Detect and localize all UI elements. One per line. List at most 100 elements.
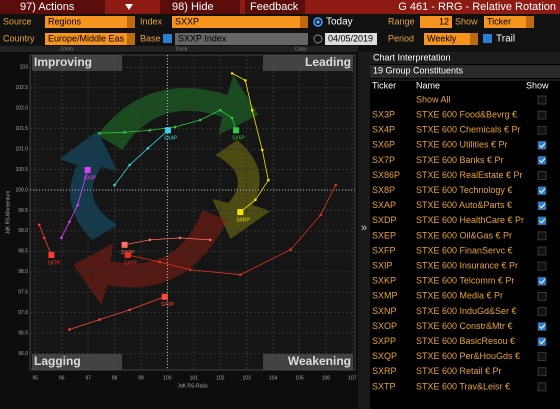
trail-head[interactable]	[233, 127, 240, 134]
show-checkbox[interactable]	[537, 246, 547, 256]
index-dropdown[interactable]	[300, 16, 308, 28]
copy-label[interactable]: Copy	[295, 46, 307, 52]
x-tick-label: 96	[59, 375, 65, 381]
show-checkbox[interactable]	[537, 261, 547, 271]
chart-toolbar	[0, 46, 358, 52]
today-label[interactable]: Today	[326, 17, 353, 28]
show-checkbox[interactable]	[537, 110, 547, 120]
country-field[interactable]	[45, 33, 127, 45]
trail-head[interactable]	[164, 127, 171, 134]
trail-head[interactable]	[161, 293, 168, 300]
trail-point	[230, 116, 234, 120]
today-radio[interactable]	[313, 17, 323, 27]
panel-subtitle: 19 Group Constituents	[373, 65, 464, 75]
show-checkbox[interactable]	[537, 186, 547, 195]
trail-point	[148, 128, 151, 132]
trail-head[interactable]	[237, 209, 244, 216]
show-checkbox[interactable]	[537, 276, 547, 286]
splitter[interactable]	[358, 52, 370, 409]
show-checkbox[interactable]	[537, 352, 547, 362]
range-value[interactable]: 12	[439, 16, 449, 26]
index-label: Index	[140, 16, 163, 26]
index-field[interactable]	[172, 16, 300, 28]
show-checkbox[interactable]	[537, 216, 547, 226]
trail-point	[260, 148, 264, 152]
collapse-arrow[interactable]: »	[361, 222, 367, 234]
point-label: SXDP	[161, 302, 175, 308]
index-value[interactable]: SXXP	[175, 16, 199, 26]
base-value[interactable]: SXXP Index	[178, 33, 227, 43]
trail-point	[250, 108, 254, 112]
date-radio[interactable]	[313, 34, 323, 44]
quadrant-label-bg	[32, 55, 122, 71]
source-value[interactable]: Regions	[48, 16, 82, 26]
actions-label[interactable]: 97) Actions	[20, 1, 75, 13]
row-name: STXE 600 FinanServc €	[416, 245, 513, 255]
show-checkbox[interactable]	[537, 322, 547, 331]
period-dropdown[interactable]	[470, 33, 478, 45]
quadrant-label: Leading	[305, 55, 351, 69]
show-checkbox[interactable]	[537, 367, 547, 377]
trail-head[interactable]	[84, 166, 91, 173]
rotation-arrow	[73, 210, 228, 305]
x-tick-label: 101	[190, 375, 199, 381]
trail-checkbox[interactable]	[483, 34, 492, 43]
range-field[interactable]	[420, 16, 452, 28]
trail-label[interactable]: Trail	[496, 34, 515, 45]
hide-button[interactable]	[160, 0, 240, 14]
trail	[61, 169, 88, 239]
track-label[interactable]: Track	[175, 46, 188, 52]
country-dropdown[interactable]	[127, 33, 135, 45]
base-field[interactable]	[175, 33, 308, 45]
country-label: Country	[3, 33, 35, 43]
date-value[interactable]: 04/05/2019	[328, 33, 373, 43]
trail-point	[244, 79, 247, 82]
base-label: Base	[140, 33, 161, 43]
show-checkbox[interactable]	[537, 201, 547, 210]
row-name: STXE 600 Insurance € Pr	[416, 260, 518, 270]
feedback-button[interactable]	[245, 0, 305, 14]
panel-title-bar	[370, 52, 560, 64]
show-checkbox[interactable]	[537, 156, 547, 165]
y-tick-label: 102.5	[15, 85, 28, 91]
source-dropdown[interactable]	[127, 16, 135, 28]
y-tick-label: 98.0	[18, 269, 28, 275]
show-checkbox[interactable]	[537, 141, 547, 150]
show-checkbox[interactable]	[537, 291, 547, 301]
row-name: STXE 600 HealthCare € Pr	[416, 215, 524, 225]
period-value[interactable]: Weekly	[427, 33, 457, 43]
row-name: STXE 600 Constr&Mtr €	[416, 321, 513, 331]
row-ticker: SXQP	[372, 351, 397, 361]
show-dropdown[interactable]	[526, 16, 534, 28]
trail-head[interactable]	[121, 241, 128, 248]
show-checkbox[interactable]	[537, 307, 547, 316]
period-field[interactable]	[424, 33, 470, 45]
x-tick-label: 102	[216, 375, 225, 381]
panel-subtitle-bar	[370, 65, 560, 78]
row-ticker: SXDP	[372, 215, 397, 225]
header-name: Name	[416, 80, 440, 90]
show-checkbox[interactable]	[537, 125, 547, 135]
actions-button[interactable]	[0, 0, 105, 14]
show-checkbox[interactable]	[537, 382, 547, 392]
show-checkbox[interactable]	[537, 231, 547, 241]
show-checkbox[interactable]	[537, 171, 547, 180]
date-field[interactable]	[325, 33, 377, 45]
row-ticker: SXPP	[372, 336, 396, 346]
header-show: Show	[526, 80, 549, 90]
show-checkbox[interactable]	[537, 95, 547, 105]
checkmark	[539, 278, 546, 284]
source-field[interactable]	[45, 16, 127, 28]
row-name: STXE 600 Utilities € Pr	[416, 140, 508, 150]
base-checkbox[interactable]	[163, 34, 172, 43]
show-field[interactable]	[484, 16, 526, 28]
country-value[interactable]: Europe/Middle Eas	[48, 33, 125, 43]
feedback-label[interactable]: Feedback	[250, 1, 299, 13]
zoom-label[interactable]: Zoom	[60, 46, 73, 52]
show-checkbox[interactable]	[537, 337, 547, 346]
trail-head[interactable]	[48, 252, 55, 259]
hide-label[interactable]: 98) Hide	[172, 1, 214, 13]
trail-head[interactable]	[124, 252, 131, 259]
show-value[interactable]: Ticker	[487, 16, 511, 26]
y-tick-label: 97.0	[18, 310, 28, 316]
